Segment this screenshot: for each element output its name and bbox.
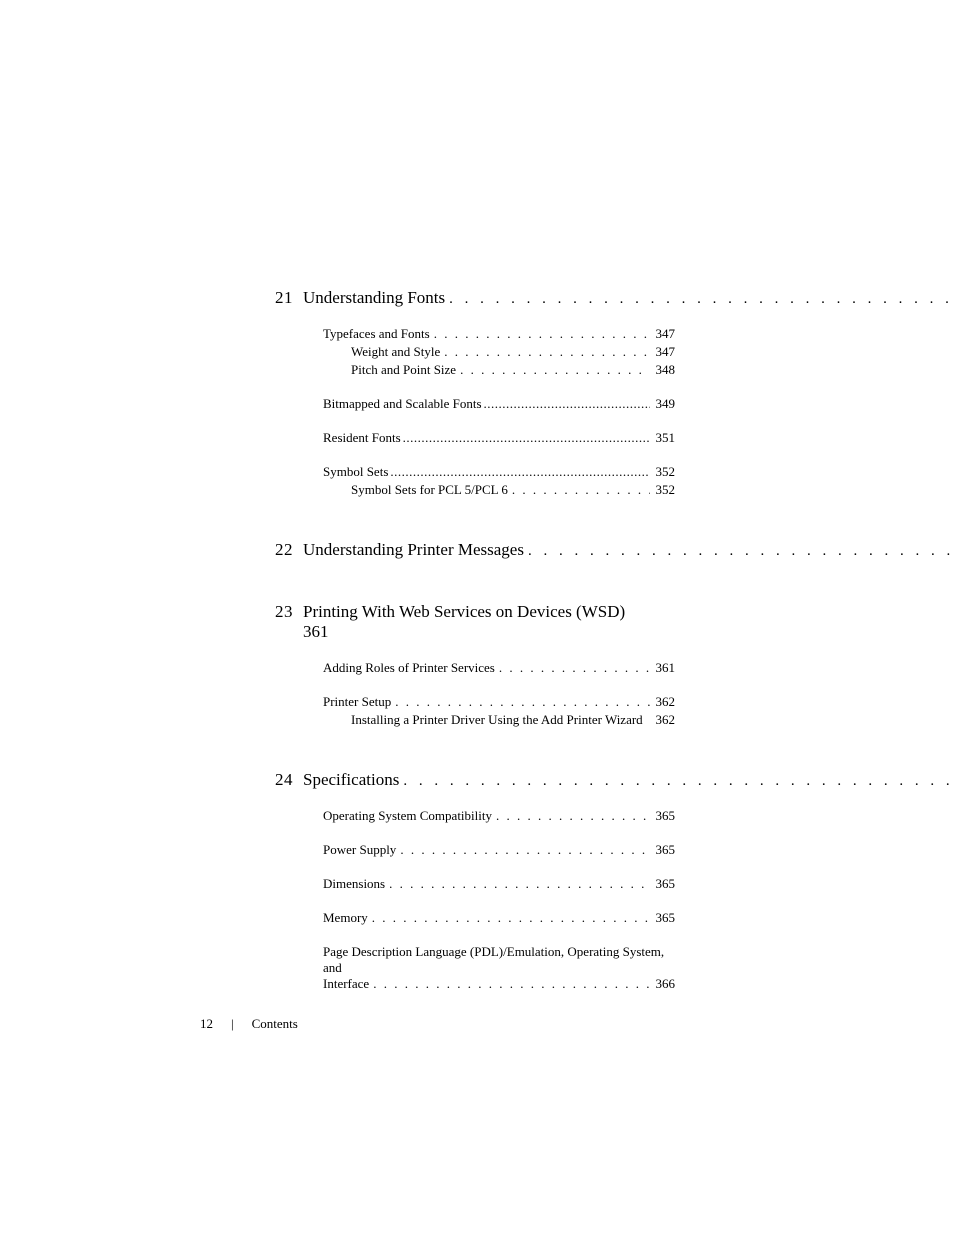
section-title-cont: Interface bbox=[323, 976, 369, 992]
leader-dots: . . . . . . . . . . . . . . . . . . . . … bbox=[440, 344, 649, 360]
toc-section[interactable]: Bitmapped and Scalable Fonts ...........… bbox=[323, 396, 675, 412]
footer-section-label: Contents bbox=[252, 1016, 298, 1032]
toc-subsection[interactable]: Weight and Style . . . . . . . . . . . .… bbox=[351, 344, 675, 360]
leader-dots: . . . . . . . . . . . . . . . . . . . . … bbox=[495, 660, 650, 676]
section-page: 362 bbox=[650, 694, 676, 710]
chapter-title: Printing With Web Services on Devices (W… bbox=[303, 602, 625, 622]
leader-dots: . . . . . . . . . . . . . . . . . . . . … bbox=[369, 976, 649, 992]
subsection-page: 348 bbox=[650, 362, 676, 378]
toc-chapter[interactable]: 23 Printing With Web Services on Devices… bbox=[275, 602, 675, 642]
leader-dots: . . . . . . . . . . . . . . . . . . . . … bbox=[456, 362, 649, 378]
page-footer: 12 | Contents bbox=[200, 1016, 298, 1032]
toc-page: 21 Understanding Fonts . . . . . . . . .… bbox=[275, 258, 675, 992]
chapter-number: 21 bbox=[275, 288, 303, 308]
subsection-page: 362 bbox=[648, 712, 676, 728]
subsection-title: Symbol Sets for PCL 5/PCL 6 bbox=[351, 482, 508, 498]
toc-section[interactable]: Page Description Language (PDL)/Emulatio… bbox=[323, 944, 675, 992]
subsection-page: 352 bbox=[650, 482, 676, 498]
section-title: Page Description Language (PDL)/Emulatio… bbox=[323, 944, 675, 976]
section-title: Resident Fonts bbox=[323, 430, 401, 446]
chapter-title: Understanding Printer Messages bbox=[303, 540, 524, 560]
leader-dots: . . . . . . . . . . . . . . . . . . . . … bbox=[385, 876, 649, 892]
section-page: 349 bbox=[650, 396, 676, 412]
chapter-number: 24 bbox=[275, 770, 303, 790]
chapter-title: Specifications bbox=[303, 770, 399, 790]
leader-dots: . . . . . . . . . . . . . . . . . . . . … bbox=[368, 910, 650, 926]
section-title: Operating System Compatibility bbox=[323, 808, 492, 824]
toc-section[interactable]: Operating System Compatibility . . . . .… bbox=[323, 808, 675, 824]
section-title: Power Supply bbox=[323, 842, 396, 858]
leader-dots: . . . . . . . . . . . . . . . . . . . . … bbox=[508, 482, 650, 498]
leader-dots: ........................................… bbox=[388, 464, 649, 480]
subsection-title: Installing a Printer Driver Using the Ad… bbox=[351, 712, 648, 728]
toc-chapter[interactable]: 22 Understanding Printer Messages . . . … bbox=[275, 540, 675, 560]
section-page: 365 bbox=[650, 808, 676, 824]
section-page: 365 bbox=[650, 876, 676, 892]
toc-section[interactable]: Symbol Sets ............................… bbox=[323, 464, 675, 498]
toc-section[interactable]: Printer Setup . . . . . . . . . . . . . … bbox=[323, 694, 675, 728]
section-page: 366 bbox=[650, 976, 676, 992]
section-page: 365 bbox=[650, 910, 676, 926]
leader-dots: . . . . . . . . . . . . . . . . . . . . … bbox=[492, 808, 650, 824]
leader-dots: . . . . . . . . . . . . . . . . . . . . … bbox=[391, 694, 649, 710]
leader-dots: ........................................… bbox=[401, 430, 650, 446]
section-page: 365 bbox=[650, 842, 676, 858]
leader-dots: . . . . . . . . . . . . . . . . . . . . … bbox=[445, 291, 954, 308]
toc-section[interactable]: Adding Roles of Printer Services . . . .… bbox=[323, 660, 675, 676]
section-title: Adding Roles of Printer Services bbox=[323, 660, 495, 676]
section-title: Dimensions bbox=[323, 876, 385, 892]
subsection-page: 347 bbox=[650, 344, 676, 360]
leader-dots: . . . . . . . . . . . . . . . . . . . . … bbox=[396, 842, 649, 858]
footer-separator: | bbox=[231, 1016, 234, 1032]
leader-dots: . . . . . . . . . . . . . . . . . . . . … bbox=[430, 326, 650, 342]
toc-section[interactable]: Memory . . . . . . . . . . . . . . . . .… bbox=[323, 910, 675, 926]
leader-dots: ........................................… bbox=[482, 396, 650, 412]
chapter-title: Understanding Fonts bbox=[303, 288, 445, 308]
toc-section[interactable]: Power Supply . . . . . . . . . . . . . .… bbox=[323, 842, 675, 858]
chapter-number: 22 bbox=[275, 540, 303, 560]
footer-page-number: 12 bbox=[200, 1016, 213, 1032]
toc-subsection[interactable]: Pitch and Point Size . . . . . . . . . .… bbox=[351, 362, 675, 378]
chapter-page: 361 bbox=[303, 622, 675, 642]
section-title: Bitmapped and Scalable Fonts bbox=[323, 396, 482, 412]
section-page: 361 bbox=[650, 660, 676, 676]
toc-subsection[interactable]: Symbol Sets for PCL 5/PCL 6 . . . . . . … bbox=[351, 482, 675, 498]
section-title: Memory bbox=[323, 910, 368, 926]
leader-dots: . . . . . . . . . . . . . . . . . . . . … bbox=[399, 773, 954, 790]
subsection-title: Weight and Style bbox=[351, 344, 440, 360]
toc-section[interactable]: Typefaces and Fonts . . . . . . . . . . … bbox=[323, 326, 675, 378]
toc-section[interactable]: Resident Fonts .........................… bbox=[323, 430, 675, 446]
chapter-number: 23 bbox=[275, 602, 303, 622]
section-page: 347 bbox=[650, 326, 676, 342]
toc-subsection[interactable]: Installing a Printer Driver Using the Ad… bbox=[351, 712, 675, 728]
toc-chapter[interactable]: 24 Specifications . . . . . . . . . . . … bbox=[275, 770, 675, 790]
section-title: Symbol Sets bbox=[323, 464, 388, 480]
section-page: 352 bbox=[650, 464, 676, 480]
section-title: Printer Setup bbox=[323, 694, 391, 710]
toc-section[interactable]: Dimensions . . . . . . . . . . . . . . .… bbox=[323, 876, 675, 892]
leader-dots: . . . . . . . . . . . . . . . . . . . . … bbox=[524, 543, 954, 560]
toc-chapter[interactable]: 21 Understanding Fonts . . . . . . . . .… bbox=[275, 288, 675, 308]
section-page: 351 bbox=[650, 430, 676, 446]
subsection-title: Pitch and Point Size bbox=[351, 362, 456, 378]
section-title: Typefaces and Fonts bbox=[323, 326, 430, 342]
